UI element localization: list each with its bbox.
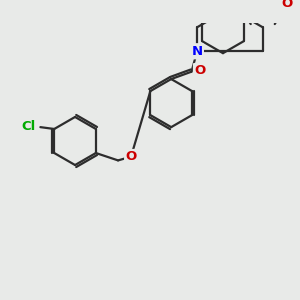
Text: N: N: [191, 45, 203, 58]
Text: O: O: [194, 64, 206, 77]
Text: O: O: [125, 150, 136, 163]
Text: N: N: [191, 45, 203, 58]
Text: Cl: Cl: [22, 120, 36, 133]
Text: N: N: [191, 45, 203, 58]
Text: O: O: [281, 0, 292, 10]
